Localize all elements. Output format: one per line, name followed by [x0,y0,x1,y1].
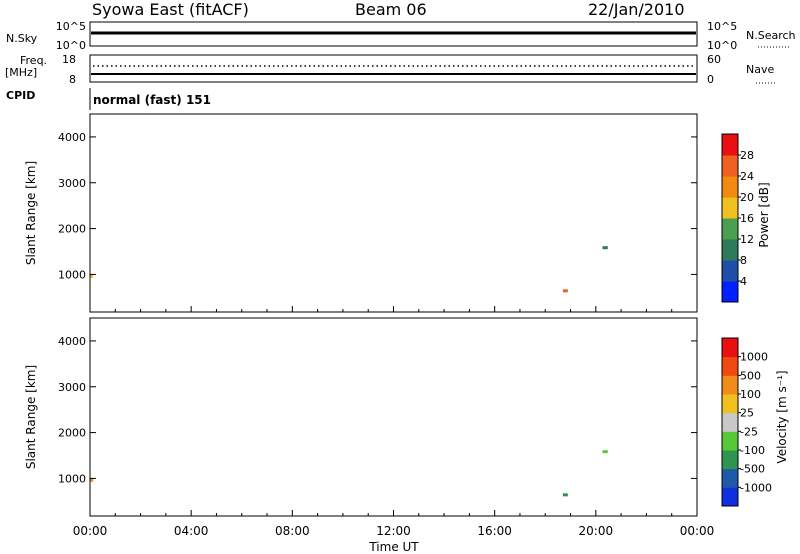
velocity-colorbar-tick-label: 500 [740,369,761,382]
velocity-colorbar: 1000 500 100 25 -25 -100 -500 -1000 [721,337,772,507]
velocity-y-tick-label: 4000 [58,335,86,348]
power-cell [562,289,568,293]
velocity-colorbar-swatch [722,487,738,507]
power-colorbar-label: Power [dB] [757,182,771,247]
velocity-y-axis: 1000 2000 3000 4000 [58,335,697,485]
velocity-colorbar-tick-label: 25 [740,407,754,420]
x-tick-label: 16:00 [477,524,512,538]
power-colorbar-swatch [722,260,738,282]
power-colorbar-tick-label: 16 [740,212,754,225]
time-x-axis: 00:00 04:00 08:00 12:00 16:00 20:00 00:00 [73,306,715,538]
power-y-tick-label: 4000 [58,131,86,144]
nave-label: Nave [746,63,774,76]
power-y-axis: 1000 2000 3000 4000 [58,131,697,281]
velocity-colorbar-swatch [722,468,738,488]
station-title: Syowa East (fitACF) [92,0,249,19]
cpid-label: CPID [6,89,35,102]
velocity-data-layer [90,450,608,497]
nave-tick-bottom: 0 [707,73,714,86]
power-colorbar-tick-label: 28 [740,149,754,162]
velocity-colorbar-tick-label: -500 [740,463,765,476]
freq-tick-bottom: 8 [69,73,76,86]
velocity-colorbar-tick-label: -100 [740,444,765,457]
x-tick-label: 00:00 [73,524,108,538]
power-y-tick-label: 2000 [58,223,86,236]
nsky-label: N.Sky [6,32,38,45]
velocity-colorbar-swatch [722,412,738,432]
power-cell [602,246,608,250]
x-tick-label: 00:00 [680,524,715,538]
velocity-y-tick-label: 1000 [58,472,86,485]
velocity-y-tick-label: 2000 [58,427,86,440]
power-ylabel: Slant Range [km] [24,161,38,265]
x-tick-label: 08:00 [275,524,310,538]
power-colorbar-tick-label: 4 [740,275,747,288]
nsearch-tick-bottom: 10^0 [707,39,737,52]
velocity-colorbar-label: Velocity [m s⁻¹] [775,370,789,463]
velocity-y-tick-label: 3000 [58,381,86,394]
power-colorbar-swatch [722,176,738,198]
power-colorbar-swatch [722,155,738,177]
velocity-panel-frame [89,317,698,517]
power-colorbar-swatch [722,281,738,303]
freq-label: Freq. [20,54,47,67]
cpid-value: normal (fast) 151 [93,93,211,107]
power-colorbar-swatch [722,218,738,240]
date-title: 22/Jan/2010 [588,0,685,19]
nave-tick-top: 60 [707,53,721,66]
x-axis-label: Time UT [368,540,419,554]
velocity-colorbar-tick-label: -25 [740,425,758,438]
nsky-tick-top: 10^5 [56,20,86,33]
power-colorbar-tick-label: 12 [740,233,754,246]
freq-panel-frame [89,54,698,83]
velocity-cell [562,493,568,497]
velocity-colorbar-swatch [722,450,738,470]
freq-tick-top: 18 [62,53,76,66]
x-tick-label: 04:00 [174,524,209,538]
power-colorbar-tick-label: 20 [740,191,754,204]
power-colorbar-swatch [722,197,738,219]
velocity-colorbar-tick-label: 100 [740,388,761,401]
velocity-colorbar-tick-label: 1000 [740,351,768,364]
velocity-colorbar-frame [721,337,739,507]
power-y-tick-label: 3000 [58,177,86,190]
velocity-ylabel: Slant Range [km] [24,365,38,469]
velocity-cell [90,478,94,482]
power-colorbar: 4 8 12 16 20 24 28 [721,133,754,303]
power-y-tick-label: 1000 [58,268,86,281]
power-data-layer [90,246,608,293]
velocity-colorbar-swatch [722,431,738,451]
velocity-colorbar-swatch [722,375,738,395]
power-panel-frame [89,113,698,313]
x-tick-label: 12:00 [376,524,411,538]
nsky-panel-frame [89,21,698,47]
power-colorbar-tick-label: 24 [740,170,754,183]
power-colorbar-swatch [722,239,738,261]
nsearch-tick-top: 10^5 [707,20,737,33]
x-tick-label: 20:00 [579,524,614,538]
velocity-colorbar-swatch [722,394,738,414]
power-colorbar-swatch [722,134,738,156]
freq-unit-label: [MHz] [5,66,37,79]
velocity-cell [602,450,608,454]
power-colorbar-tick-label: 8 [740,254,747,267]
velocity-colorbar-tick-label: -1000 [740,481,772,494]
power-cell [90,274,94,278]
velocity-colorbar-swatch [722,356,738,376]
nsearch-label: N.Search [746,29,796,42]
nsky-tick-bottom: 10^0 [56,39,86,52]
velocity-colorbar-swatch [722,338,738,358]
beam-title: Beam 06 [355,0,427,19]
